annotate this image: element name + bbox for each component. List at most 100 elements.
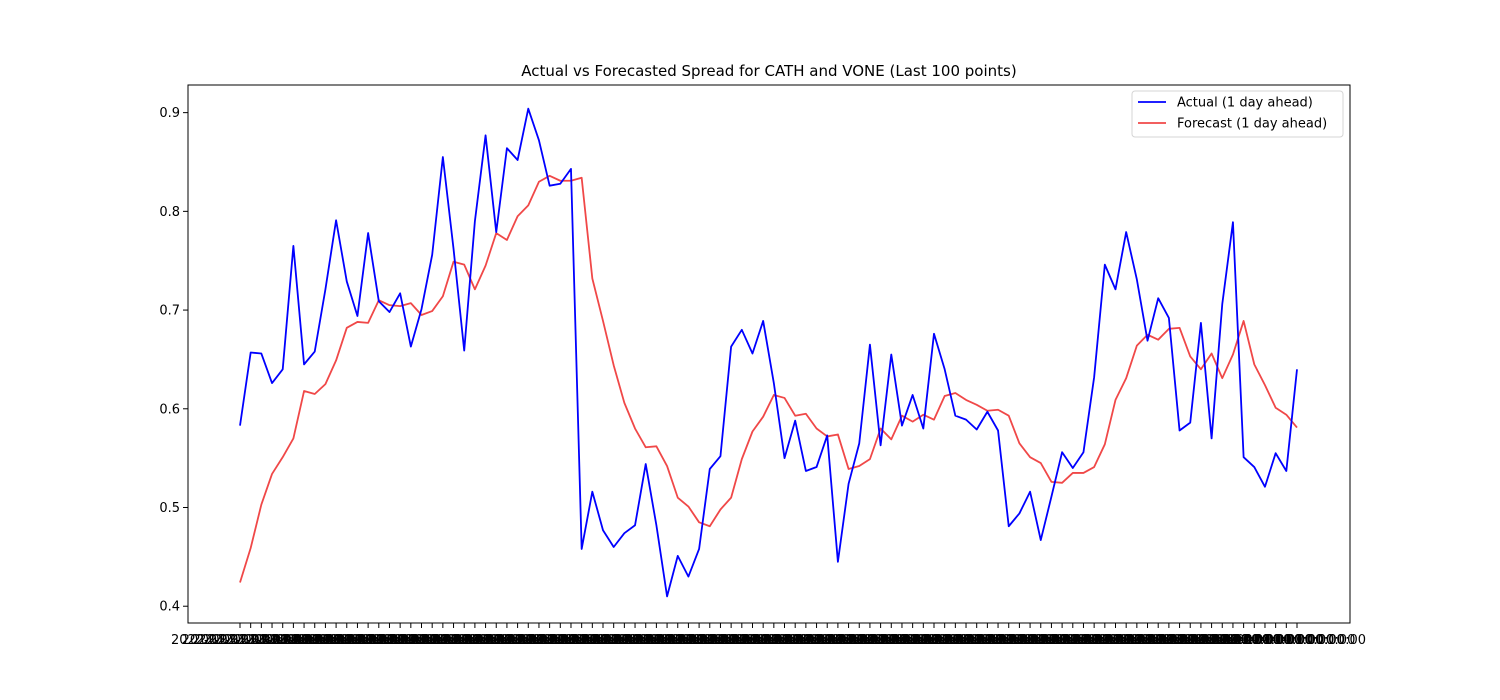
- x-tick-label: 2022-01-01 00:00:00: [449, 633, 587, 648]
- x-tick-label: 2022-01-01 00:00:00: [662, 633, 800, 648]
- x-tick-label: 2022-01-01 00:00:00: [278, 633, 416, 648]
- legend: Actual (1 day ahead) Forecast (1 day ahea…: [1131, 90, 1344, 138]
- x-tick-label: 2022-01-01 00:00:00: [598, 633, 736, 648]
- y-tick-label: 0.4: [159, 600, 180, 615]
- x-tick-label: 2022-01-01 00:00:00: [459, 633, 597, 648]
- x-tick-label: 2022-01-01 00:00:00: [822, 633, 960, 648]
- x-tick-label: 2022-01-01 00:00:00: [844, 633, 982, 648]
- x-tick-label: 2022-01-01 00:00:00: [417, 633, 555, 648]
- y-tick-label: 0.5: [159, 501, 180, 516]
- series-line-0: [239, 107, 1298, 598]
- plot-frame: [187, 84, 1351, 624]
- x-tick-label: 2022-01-01 00:00:00: [1175, 633, 1313, 648]
- x-tick-label: 2022-01-01 00:00:00: [651, 633, 789, 648]
- x-tick-label: 2022-01-01 00:00:00: [352, 633, 490, 648]
- x-tick-label: 2022-01-01 00:00:00: [769, 633, 907, 648]
- x-tick-label: 2022-01-01 00:00:00: [737, 633, 875, 648]
- x-tick-label: 2022-01-01 00:00:00: [790, 633, 928, 648]
- x-tick-label: 2022-01-01 00:00:00: [673, 633, 811, 648]
- x-tick-label: 2022-01-01 00:00:00: [865, 633, 1003, 648]
- x-tick-label: 2022-01-01 00:00:00: [374, 633, 512, 648]
- series-layer: [239, 107, 1298, 598]
- x-tick-label: 2022-01-01 00:00:00: [1014, 633, 1152, 648]
- x-tick-label: 2022-01-01 00:00:00: [502, 633, 640, 648]
- x-tick-label: 2022-01-01 00:00:00: [801, 633, 939, 648]
- x-tick-label: 2022-01-01 00:00:00: [758, 633, 896, 648]
- x-tick-label: 2022-01-01 00:00:00: [1164, 633, 1302, 648]
- x-tick-label: 2022-01-01 00:00:00: [1111, 633, 1249, 648]
- x-tick-label: 2022-01-01 00:00:00: [854, 633, 992, 648]
- x-tick-label: 2022-01-01 00:00:00: [972, 633, 1110, 648]
- x-tick-label: 2022-01-01 00:00:00: [1046, 633, 1184, 648]
- y-tick-label: 0.8: [159, 205, 180, 220]
- x-tick-label: 2022-01-01 00:00:00: [929, 633, 1067, 648]
- x-tick-label: 2022-01-01 00:00:00: [288, 633, 426, 648]
- x-tick-label: 2022-01-01 00:00:00: [897, 633, 1035, 648]
- x-tick-label: 2022-01-01 00:00:00: [1004, 633, 1142, 648]
- x-tick-label: 2022-01-01 00:00:00: [918, 633, 1056, 648]
- x-tick-label: 2022-01-01 00:00:00: [950, 633, 1088, 648]
- x-tick-label: 2022-01-01 00:00:00: [384, 633, 522, 648]
- x-tick-label: 2022-01-01 00:00:00: [256, 633, 394, 648]
- x-tick-label: 2022-01-01 00:00:00: [812, 633, 950, 648]
- x-tick-label: 2022-01-01 00:00:00: [726, 633, 864, 648]
- x-tick-label: 2022-01-01 00:00:00: [342, 633, 480, 648]
- x-tick-label: 2022-01-01 00:00:00: [566, 633, 704, 648]
- x-tick-label: 2022-01-01 00:00:00: [192, 633, 330, 648]
- x-tick-label: 2022-01-01 00:00:00: [641, 633, 779, 648]
- x-tick-label: 2022-01-01 00:00:00: [876, 633, 1014, 648]
- x-tick-label: 2022-01-01 00:00:00: [940, 633, 1078, 648]
- x-tick-label: 2022-01-01 00:00:00: [267, 633, 405, 648]
- x-tick-label: 2022-01-01 00:00:00: [1196, 633, 1334, 648]
- series-line-1: [239, 174, 1298, 583]
- x-tick-label: 2022-01-01 00:00:00: [214, 633, 352, 648]
- x-tick-label: 2022-01-01 00:00:00: [513, 633, 651, 648]
- x-tick-label: 2022-01-01 00:00:00: [406, 633, 544, 648]
- x-tick-label: 2022-01-01 00:00:00: [299, 633, 437, 648]
- x-tick-label: 2022-01-01 00:00:00: [555, 633, 693, 648]
- x-tick-label: 2022-01-01 00:00:00: [438, 633, 576, 648]
- x-tick-label: 2022-01-01 00:00:00: [619, 633, 757, 648]
- x-tick-label: 2022-01-01 00:00:00: [1132, 633, 1270, 648]
- x-tick-label: 2022-01-01 00:00:00: [534, 633, 672, 648]
- x-tick-label: 2022-01-01 00:00:00: [246, 633, 384, 648]
- x-tick-label: 2022-01-01 00:00:00: [331, 633, 469, 648]
- x-tick-label: 2022-01-01 00:00:00: [1217, 633, 1355, 648]
- y-axis: 0.4 0.5 0.6 0.7 0.8 0.9: [159, 106, 188, 615]
- x-tick-label: 2022-01-01 00:00:00: [577, 633, 715, 648]
- x-tick-label: 2022-01-01 00:00:00: [961, 633, 1099, 648]
- x-tick-label: 2022-01-01 00:00:00: [171, 633, 309, 648]
- x-tick-label: 2022-01-01 00:00:00: [705, 633, 843, 648]
- x-tick-label: 2022-01-01 00:00:00: [491, 633, 629, 648]
- x-tick-label: 2022-01-01 00:00:00: [587, 633, 725, 648]
- legend-label-0: Actual (1 day ahead): [1177, 96, 1313, 111]
- legend-label-1: Forecast (1 day ahead): [1177, 117, 1327, 132]
- x-tick-label: 2022-01-01 00:00:00: [427, 633, 565, 648]
- x-tick-label: 2022-01-01 00:00:00: [1100, 633, 1238, 648]
- x-tick-label: 2022-01-01 00:00:00: [1068, 633, 1206, 648]
- x-tick-label: 2022-01-01 00:00:00: [609, 633, 747, 648]
- chart-title: Actual vs Forecasted Spread for CATH and…: [521, 62, 1016, 80]
- x-tick-label: 2022-01-01 00:00:00: [630, 633, 768, 648]
- y-tick-label: 0.9: [159, 106, 180, 121]
- legend-box: [1131, 90, 1344, 138]
- x-tick-label: 2022-01-01 00:00:00: [363, 633, 501, 648]
- x-tick-label: 2022-01-01 00:00:00: [523, 633, 661, 648]
- x-tick-label: 2022-01-01 00:00:00: [1185, 633, 1323, 648]
- x-tick-label: 2022-01-01 00:00:00: [470, 633, 608, 648]
- x-tick-label: 2022-01-01 00:00:00: [1025, 633, 1163, 648]
- x-tick-label: 2022-01-01 00:00:00: [1143, 633, 1281, 648]
- x-tick-label: 2022-01-01 00:00:00: [780, 633, 918, 648]
- x-tick-label: 2022-01-01 00:00:00: [203, 633, 341, 648]
- x-tick-label: 2022-01-01 00:00:00: [1228, 633, 1366, 648]
- x-tick-label: 2022-01-01 00:00:00: [395, 633, 533, 648]
- x-tick-label: 2022-01-01 00:00:00: [982, 633, 1120, 648]
- x-tick-label: 2022-01-01 00:00:00: [683, 633, 821, 648]
- x-tick-label: 2022-01-01 00:00:00: [310, 633, 448, 648]
- x-tick-label: 2022-01-01 00:00:00: [235, 633, 373, 648]
- x-tick-label: 2022-01-01 00:00:00: [694, 633, 832, 648]
- x-tick-label: 2022-01-01 00:00:00: [1057, 633, 1195, 648]
